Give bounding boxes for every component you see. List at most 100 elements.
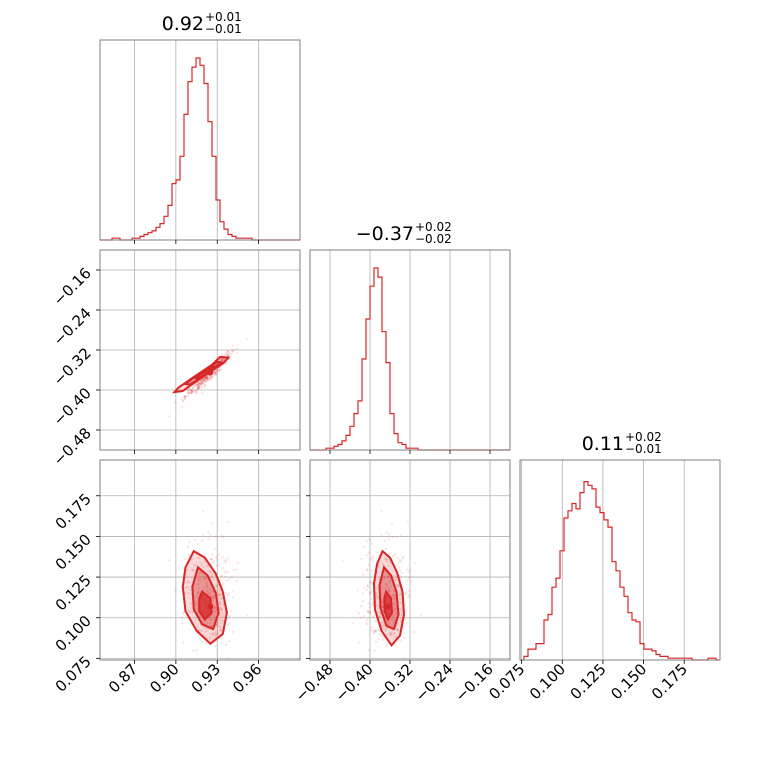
scatter-point (391, 615, 394, 618)
scatter-point (208, 592, 212, 595)
scatter-point (246, 337, 249, 341)
scatter-point (199, 380, 203, 383)
scatter-point (378, 611, 382, 615)
scatter-point (206, 581, 209, 585)
scatter-point (204, 627, 208, 630)
scatter-point (392, 620, 395, 624)
scatter-point (187, 392, 191, 395)
scatter-point (205, 380, 208, 383)
contour-line-level-2 (378, 565, 400, 631)
histogram-0 (100, 57, 300, 241)
panel-frame-2-2 (519, 459, 721, 661)
scatter-point (392, 554, 395, 557)
scatter-point (371, 603, 374, 607)
scatter-point (222, 614, 225, 617)
scatter-point (400, 571, 403, 575)
scatter-point (197, 587, 201, 590)
scatter-point (200, 628, 204, 632)
contour-peak (207, 369, 214, 376)
scatter-point (367, 563, 370, 566)
scatter-point (188, 581, 191, 584)
scatter-point (194, 618, 197, 621)
scatter-point (222, 357, 225, 361)
scatter-point (209, 378, 212, 381)
scatter-point (213, 605, 217, 609)
scatter-point (381, 605, 384, 608)
scatter-point (384, 583, 387, 586)
scatter-point (208, 570, 212, 573)
scatter-point (399, 560, 403, 563)
scatter-point (362, 592, 365, 595)
title-error-plus: +0.02 (625, 430, 662, 444)
scatter-point (183, 395, 186, 399)
scatter-point (187, 591, 190, 595)
scatter-point (213, 635, 216, 638)
scatter-point (199, 561, 203, 565)
scatter-point (368, 538, 371, 541)
x-tick-label: 0.100 (526, 660, 569, 703)
contour-line-level-3 (383, 589, 394, 622)
scatter-point (193, 563, 196, 566)
scatter-point (400, 640, 403, 643)
x-tick-label: 0.90 (146, 660, 182, 696)
scatter-point (188, 540, 191, 543)
scatter-point (367, 649, 370, 652)
scatter-point (209, 637, 212, 640)
scatter-point (206, 578, 209, 581)
scatter-point (393, 579, 396, 582)
x-tick-label: 0.87 (105, 660, 141, 696)
x-tick-label: 0.075 (485, 660, 528, 703)
scatter-point (200, 382, 204, 386)
scatter-point (203, 382, 207, 385)
scatter-point (226, 657, 229, 660)
scatter-point (219, 575, 222, 578)
scatter-point (371, 556, 374, 560)
scatter-point (246, 613, 249, 617)
scatter-point (362, 586, 365, 589)
scatter-point (205, 619, 208, 622)
scatter-point (195, 383, 198, 387)
scatter-point (186, 390, 189, 394)
scatter-point (210, 375, 213, 378)
scatter-point (213, 606, 217, 609)
scatter-point (200, 382, 204, 386)
y-tick-label: −0.32 (50, 344, 95, 389)
contour-peak (384, 603, 391, 610)
scatter-point (224, 363, 228, 366)
scatter-point (404, 617, 407, 620)
scatter-point (399, 602, 403, 605)
scatter-point (199, 382, 202, 385)
scatter-point (196, 387, 200, 390)
scatter-point (367, 602, 370, 605)
scatter-point (196, 591, 200, 595)
scatter-point (369, 581, 373, 584)
scatter-point (207, 537, 211, 541)
scatter-point (388, 581, 391, 584)
scatter-point (396, 628, 399, 632)
scatter-point (196, 626, 200, 629)
scatter-point (183, 397, 187, 400)
scatter-point (407, 570, 410, 574)
scatter-point (232, 348, 235, 352)
scatter-point (394, 553, 397, 556)
scatter-point (216, 584, 219, 587)
title-layer: 0.92 +0.01−0.01−0.37 +0.02−0.020.11 +0.02−0… (162, 10, 662, 456)
scatter-point (207, 380, 210, 383)
scatter-point (188, 391, 191, 395)
scatter-point (235, 347, 239, 350)
scatter-point (214, 608, 218, 611)
scatter-point (370, 542, 373, 546)
scatter-point (385, 583, 389, 586)
scatter-point (230, 349, 234, 352)
scatter-point (207, 617, 211, 620)
scatter-point (381, 605, 384, 609)
scatter-point (191, 386, 195, 389)
scatter-point (212, 595, 215, 599)
scatter-point (216, 369, 219, 372)
scatter-point (217, 592, 220, 595)
scatter-point (404, 592, 407, 596)
scatter-point (217, 594, 220, 597)
scatter-point (217, 594, 220, 597)
scatter-point (217, 618, 221, 622)
title-error-plus: +0.02 (415, 220, 452, 234)
